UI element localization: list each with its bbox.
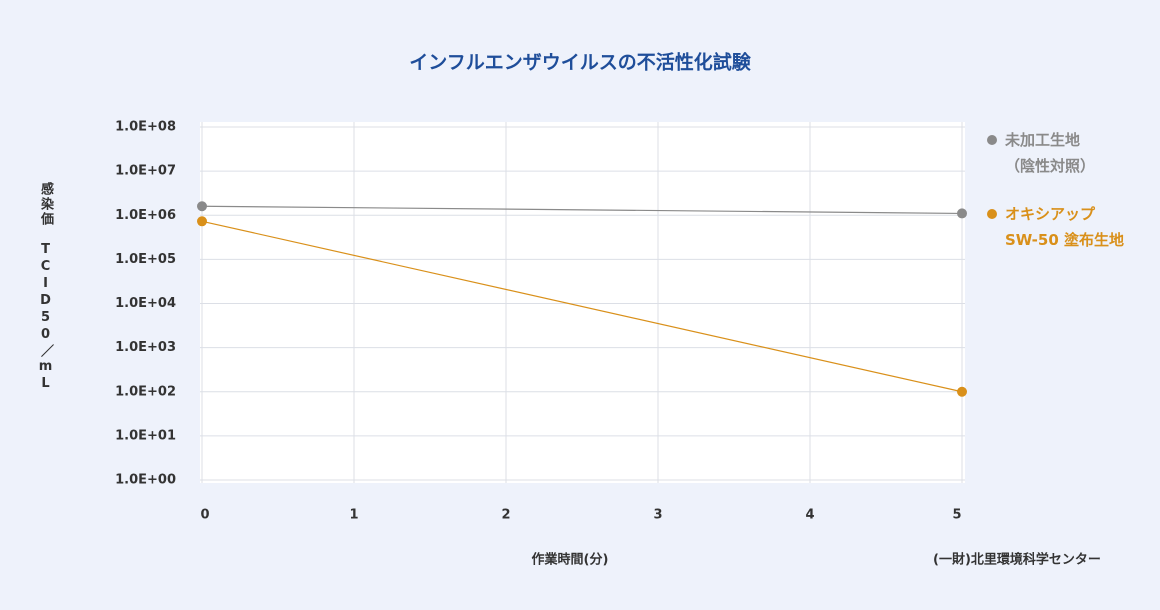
y-tick-label: 1.0E+08 xyxy=(115,120,176,135)
data-point xyxy=(957,386,967,397)
y-tick-label: 1.0E+04 xyxy=(115,296,176,311)
legend-swatch xyxy=(987,135,997,145)
legend-swatch xyxy=(987,209,997,219)
x-tick-label: 1 xyxy=(349,508,358,523)
y-tick-label: 1.0E+06 xyxy=(115,208,176,223)
legend-label: オキシアップ SW-50 塗布生地 xyxy=(1005,205,1124,249)
data-point xyxy=(957,208,967,219)
x-tick-label: 2 xyxy=(501,508,510,523)
x-tick-label: 3 xyxy=(653,508,662,523)
data-point xyxy=(197,201,207,212)
x-tick-label: 0 xyxy=(200,508,209,523)
y-axis-label: 感染価 TCID50／mL xyxy=(38,182,53,393)
data-point xyxy=(197,216,207,227)
y-tick-label: 1.0E+02 xyxy=(115,384,176,399)
x-tick-label: 5 xyxy=(952,508,961,523)
y-tick-label: 1.0E+03 xyxy=(115,340,176,355)
series-line xyxy=(201,205,963,215)
legend-label: 未加工生地 （陰性対照） xyxy=(1005,131,1096,175)
y-tick-label: 1.0E+07 xyxy=(115,164,176,179)
y-tick-label: 1.0E+05 xyxy=(115,252,176,267)
plot-area xyxy=(200,122,965,483)
source: (一財)北里環境科学センター xyxy=(933,552,1101,568)
chart-title: インフルエンザウイルスの不活性化試験 xyxy=(409,51,751,74)
y-tick-label: 1.0E+01 xyxy=(115,428,176,443)
series-line xyxy=(201,220,963,393)
x-axis-label: 作業時間(分) xyxy=(532,552,609,568)
y-tick-label: 1.0E+00 xyxy=(115,473,176,488)
x-tick-label: 4 xyxy=(805,508,814,523)
